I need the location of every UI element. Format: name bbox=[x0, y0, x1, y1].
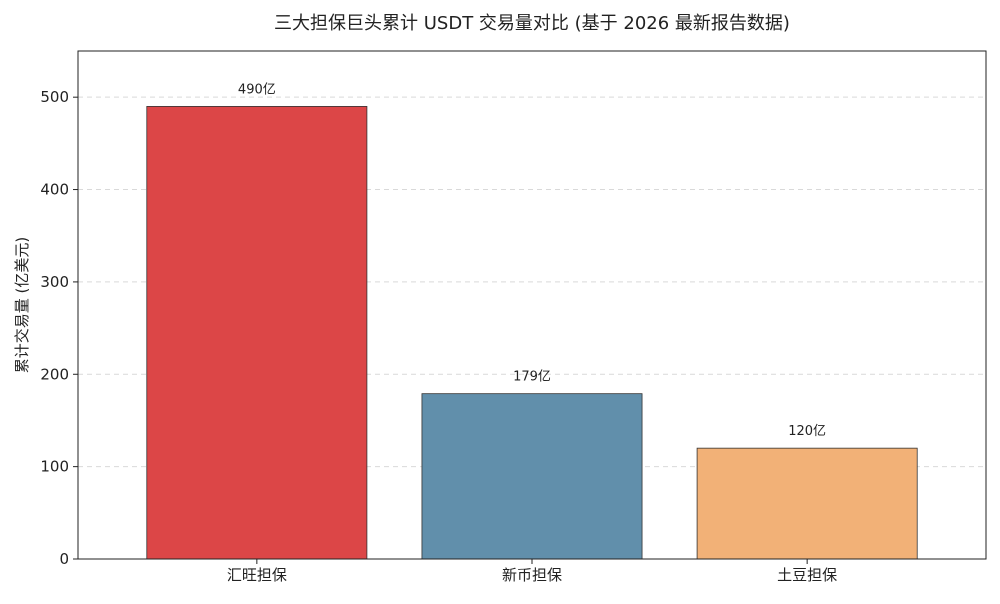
bar-3 bbox=[696, 447, 918, 560]
data-label: 490亿 bbox=[238, 82, 276, 97]
bar-1 bbox=[146, 106, 368, 560]
bars bbox=[146, 106, 918, 560]
data-label: 179亿 bbox=[513, 370, 551, 385]
chart-title: 三大担保巨头累计 USDT 交易量对比 (基于 2026 最新报告数据) bbox=[274, 13, 790, 34]
y-tick-label: 0 bbox=[59, 550, 69, 568]
y-axis-ticks: 0 100 200 300 400 500 bbox=[40, 88, 78, 568]
x-tick-label: 汇旺担保 bbox=[227, 566, 287, 584]
y-tick-label: 300 bbox=[40, 273, 69, 291]
y-tick-label: 500 bbox=[40, 88, 69, 106]
bar-2 bbox=[421, 393, 643, 560]
y-tick-label: 400 bbox=[40, 181, 69, 199]
x-tick-label: 土豆担保 bbox=[777, 566, 837, 584]
y-axis-label: 累计交易量 (亿美元) bbox=[13, 237, 31, 373]
y-tick-label: 100 bbox=[40, 458, 69, 476]
x-axis-ticks: 汇旺担保 新币担保 土豆担保 bbox=[227, 559, 837, 584]
x-tick-label: 新币担保 bbox=[502, 566, 562, 584]
y-tick-label: 200 bbox=[40, 365, 69, 383]
data-labels: 490亿 179亿 120亿 bbox=[238, 82, 826, 439]
data-label: 120亿 bbox=[788, 424, 826, 439]
